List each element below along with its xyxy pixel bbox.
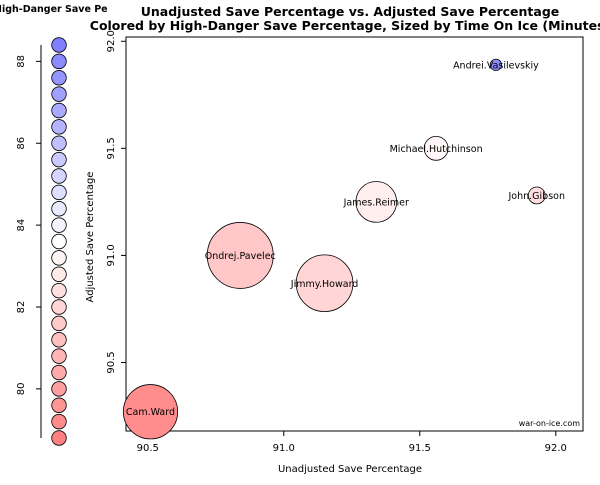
bubble-label: John.Gibson xyxy=(508,191,566,202)
legend-swatch xyxy=(51,70,67,86)
legend-swatch xyxy=(51,119,67,135)
y-tick-label: 92.0 xyxy=(106,30,117,52)
legend-swatch xyxy=(51,266,67,282)
x-axis: 90.5 91.0 91.5 92.0 xyxy=(137,431,567,454)
bubble xyxy=(206,222,274,289)
plot-frame xyxy=(125,36,584,432)
y-tick-label: 91.5 xyxy=(106,137,117,159)
legend-swatches xyxy=(51,37,67,446)
y-axis-title: Adjusted Save Percentage xyxy=(85,172,96,303)
legend-swatch xyxy=(51,430,67,446)
legend-tick-label: 80 xyxy=(16,383,27,396)
bubble-label: Jimmy.Howard xyxy=(290,279,359,290)
bubble xyxy=(295,254,354,313)
bubble-label: Michael.Hutchinson xyxy=(390,144,483,155)
legend-swatch xyxy=(51,217,67,233)
legend-swatch xyxy=(51,102,67,119)
legend-tick-label: 84 xyxy=(16,219,27,232)
legend-title: High-Danger Save Pe xyxy=(0,4,108,15)
legend-swatch xyxy=(51,282,67,299)
legend-swatch xyxy=(51,348,67,364)
bubble xyxy=(355,181,398,223)
legend: High-Danger Save Pe 80 82 84 86 88 xyxy=(0,4,108,446)
legend-swatch xyxy=(51,168,67,184)
y-axis: 90.5 91.0 91.5 92.0 xyxy=(106,30,126,374)
legend-swatch xyxy=(51,332,67,348)
legend-swatch xyxy=(51,250,67,266)
legend-swatch xyxy=(51,381,67,397)
legend-ticks: 80 82 84 86 88 xyxy=(16,55,41,395)
legend-swatch xyxy=(51,86,67,102)
legend-swatch xyxy=(51,413,67,430)
legend-swatch xyxy=(51,37,67,53)
bubble-label: Ondrej.Pavelec xyxy=(205,251,276,262)
x-tick-label: 91.5 xyxy=(409,443,431,454)
chart-title: Unadjusted Save Percentage vs. Adjusted … xyxy=(141,4,560,19)
legend-tick-label: 86 xyxy=(16,137,27,150)
legend-swatch xyxy=(51,397,67,413)
legend-tick-label: 82 xyxy=(16,301,27,314)
y-tick-label: 91.0 xyxy=(106,244,117,266)
y-tick-label: 90.5 xyxy=(106,351,117,373)
legend-tick-label: 88 xyxy=(16,55,27,68)
legend-swatch xyxy=(51,151,67,168)
bubble-label: James.Reimer xyxy=(343,197,409,208)
x-axis-title: Unadjusted Save Percentage xyxy=(278,464,422,475)
bubble xyxy=(527,186,546,205)
bubble xyxy=(122,384,179,440)
chart-subtitle: Colored by High-Danger Save Percentage, … xyxy=(90,18,600,33)
source-note: war-on-ice.com xyxy=(519,419,580,428)
bubble-label: Cam.Ward xyxy=(126,407,175,418)
legend-swatch xyxy=(51,53,67,70)
legend-swatch xyxy=(51,184,67,201)
legend-swatch xyxy=(51,233,67,250)
bubbles: Andrei.Vasilevskiy Michael.Hutchinson John… xyxy=(122,58,566,440)
legend-swatch xyxy=(51,364,67,381)
x-tick-label: 90.5 xyxy=(137,443,159,454)
legend-swatch xyxy=(51,201,67,217)
legend-swatch xyxy=(51,135,67,151)
x-tick-label: 92.0 xyxy=(545,443,567,454)
legend-swatch xyxy=(51,299,67,315)
bubble-label: Andrei.Vasilevskiy xyxy=(453,60,539,71)
bubble xyxy=(423,136,449,161)
x-tick-label: 91.0 xyxy=(273,443,295,454)
bubble xyxy=(489,58,503,71)
legend-swatch xyxy=(51,315,67,332)
